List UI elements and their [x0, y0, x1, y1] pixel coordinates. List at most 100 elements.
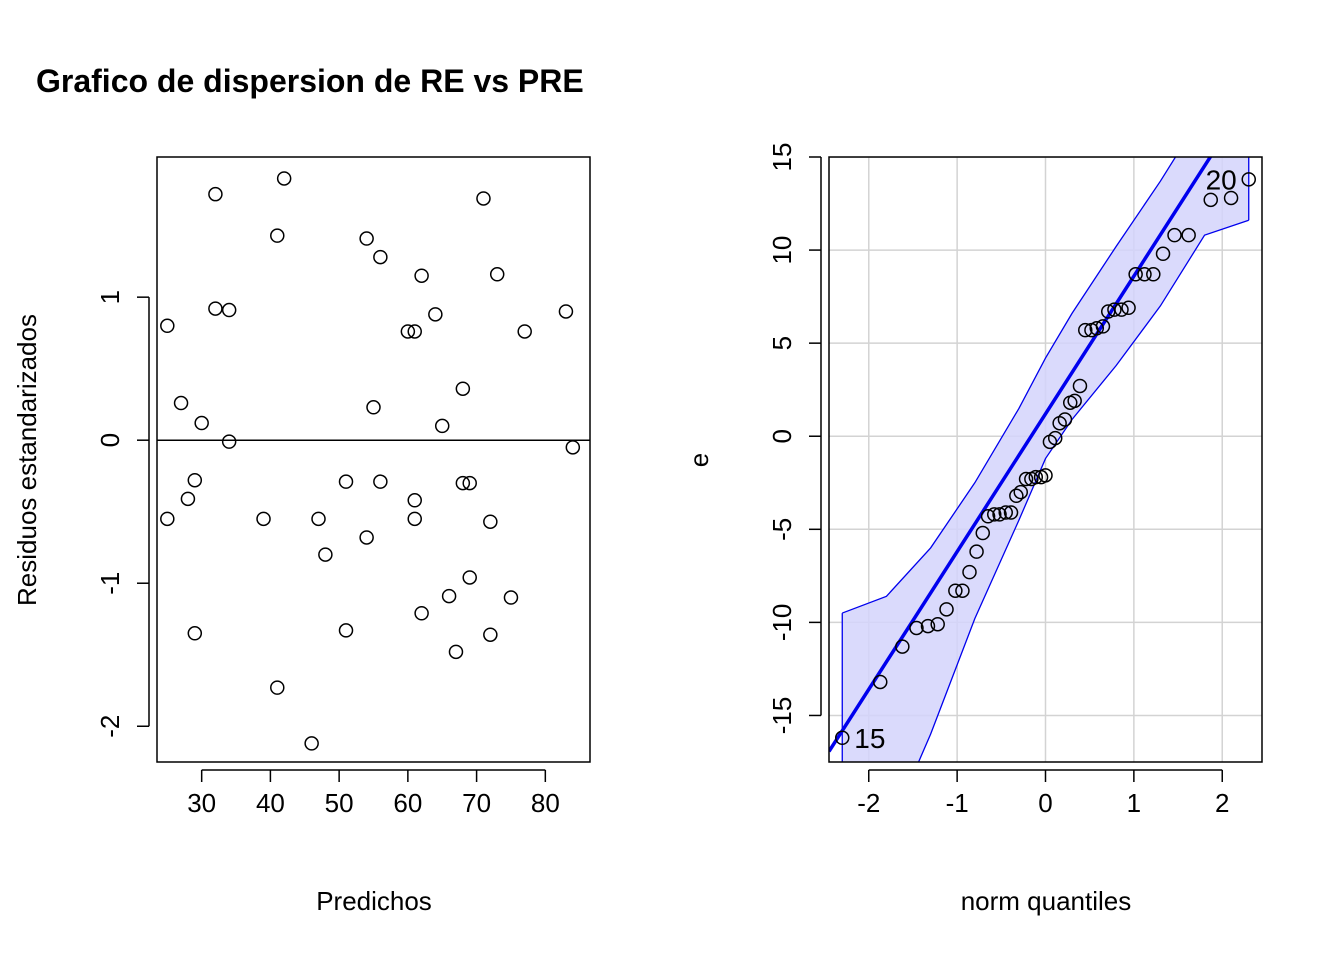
y-axis-label: e — [684, 453, 714, 467]
data-point — [221, 302, 237, 318]
data-point — [270, 228, 285, 243]
y-tick-label: 10 — [767, 236, 797, 265]
data-point — [1155, 246, 1171, 262]
residuals-scatter-panel: Grafico de dispersion de RE vs PRE 30 40 5… — [12, 63, 591, 916]
data-point — [1114, 302, 1129, 317]
data-point — [483, 627, 498, 642]
data-point — [909, 620, 924, 636]
data-point — [208, 301, 223, 316]
data-point — [992, 507, 1007, 522]
data-point — [270, 680, 285, 695]
plot-frame — [156, 156, 591, 763]
data-point — [414, 606, 429, 621]
x-tick-label: 1 — [1127, 788, 1141, 818]
data-point — [1167, 227, 1182, 243]
y-tick-label: -10 — [767, 604, 797, 642]
data-point — [221, 434, 237, 449]
y-tick-label: 0 — [95, 433, 125, 447]
data-point — [400, 324, 416, 339]
data-point — [986, 507, 1002, 522]
y-tick-label: 1 — [95, 290, 125, 304]
data-point — [455, 381, 471, 396]
data-point — [962, 564, 977, 580]
data-point — [1018, 471, 1034, 487]
data-point — [359, 231, 374, 246]
data-point — [414, 268, 429, 283]
data-point — [1181, 227, 1196, 243]
data-point — [187, 472, 203, 488]
data-point — [208, 186, 223, 202]
data-point — [980, 509, 996, 524]
data-point — [483, 514, 498, 529]
data-point — [1013, 484, 1029, 500]
data-point — [1137, 267, 1152, 282]
data-point — [1223, 190, 1239, 206]
data-point — [873, 674, 888, 690]
data-point — [373, 474, 388, 489]
data-point — [975, 525, 991, 541]
data-point — [448, 644, 464, 660]
x-axis-label: norm quantiles — [961, 886, 1132, 916]
data-point — [462, 475, 477, 491]
data-point — [373, 249, 388, 265]
data-point — [455, 475, 471, 491]
data-point — [1003, 505, 1019, 520]
data-point — [1107, 302, 1122, 317]
data-point — [517, 324, 532, 339]
data-point — [1089, 321, 1105, 336]
data-point — [434, 418, 450, 434]
data-point — [476, 191, 491, 206]
data-point — [304, 736, 319, 751]
x-tick-label: 2 — [1215, 788, 1229, 818]
x-tick-label: 70 — [462, 788, 491, 818]
data-point — [895, 639, 910, 654]
data-point — [1146, 267, 1161, 282]
x-tick-label: -2 — [857, 788, 880, 818]
data-point — [955, 583, 970, 598]
data-point — [160, 511, 175, 527]
outlier-label: 15 — [854, 723, 885, 754]
x-tick-label: 40 — [256, 788, 285, 818]
x-tick-label: 50 — [325, 788, 354, 818]
data-point — [1203, 192, 1218, 208]
data-point — [1028, 469, 1044, 485]
x-tick-label: 30 — [187, 788, 216, 818]
envelope-lower-line — [917, 219, 1249, 762]
data-point — [1095, 319, 1111, 334]
y-tick-label: -2 — [95, 715, 125, 738]
data-point — [366, 400, 381, 415]
data-point — [462, 570, 477, 585]
data-point — [1241, 172, 1256, 187]
data-point — [338, 623, 354, 638]
data-point — [256, 511, 271, 527]
data-point — [1128, 267, 1143, 282]
data-point — [428, 307, 443, 322]
y-tick-label: 15 — [767, 143, 797, 172]
data-point — [311, 511, 326, 527]
x-tick-label: 60 — [393, 788, 422, 818]
data-point — [1047, 430, 1063, 446]
data-point — [1072, 378, 1088, 394]
data-point — [489, 267, 505, 282]
data-point — [1078, 322, 1093, 338]
data-point — [565, 440, 581, 455]
data-point — [441, 588, 457, 604]
x-tick-label: 0 — [1038, 788, 1052, 818]
x-axis-label: Predichos — [316, 886, 432, 916]
data-point — [948, 583, 963, 598]
plot-frame — [828, 156, 1263, 763]
data-point — [180, 491, 196, 507]
data-point — [1067, 393, 1082, 409]
data-point — [939, 602, 954, 617]
y-axis-label: Residuos estandarizados — [12, 314, 42, 606]
y-tick-label: 5 — [767, 336, 797, 350]
reference-line — [829, 157, 1213, 753]
data-point — [1057, 412, 1073, 427]
data-point — [998, 505, 1013, 520]
data-point — [407, 511, 422, 527]
data-point — [338, 474, 354, 489]
data-point — [359, 530, 374, 545]
confidence-envelope — [842, 157, 1249, 762]
